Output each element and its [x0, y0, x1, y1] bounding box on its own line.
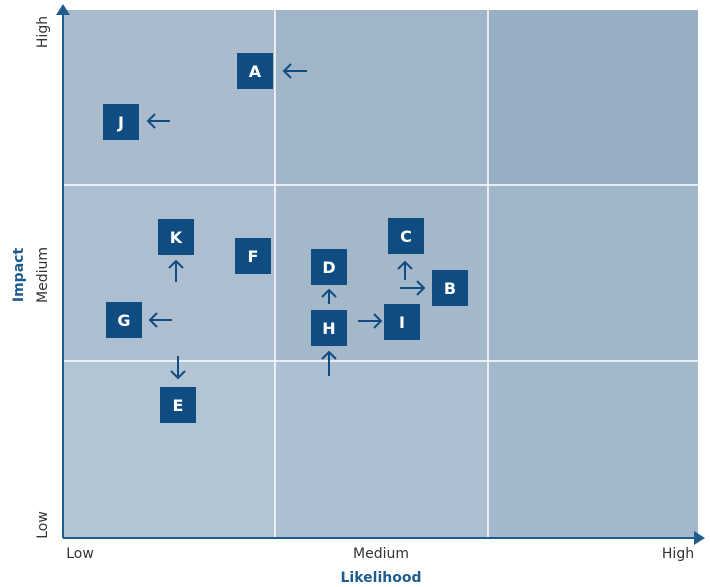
y-title: Impact: [11, 248, 27, 303]
node-box: [384, 304, 420, 340]
arrow-head: [694, 531, 705, 545]
x-title: Likelihood: [341, 570, 422, 586]
node-label: D: [322, 258, 335, 277]
y-level: Medium: [35, 247, 51, 303]
node-label: A: [249, 62, 262, 81]
cell: [63, 10, 275, 185]
cell: [488, 10, 698, 185]
node-label: C: [400, 227, 412, 246]
node-label: B: [444, 279, 456, 298]
arrow: [282, 63, 307, 79]
node-label: F: [248, 247, 259, 266]
node-box: [160, 387, 196, 423]
cell: [275, 361, 488, 538]
node-label: K: [170, 228, 183, 247]
node-label: I: [399, 313, 405, 332]
cell: [275, 10, 488, 185]
arrow-head: [56, 4, 70, 15]
node-box: [311, 249, 347, 285]
node-box: [158, 219, 194, 255]
arrow: [321, 288, 337, 304]
node-label: G: [117, 311, 130, 330]
node-box: [235, 238, 271, 274]
arrow: [321, 350, 337, 376]
arrow: [168, 259, 184, 282]
matrix-cells: [63, 10, 698, 538]
node-box: [311, 310, 347, 346]
node-box: [432, 270, 468, 306]
y-level: High: [35, 16, 51, 48]
y-level: Low: [35, 511, 51, 539]
nodes: A J K F G E D H C B I: [103, 53, 468, 423]
arrow: [400, 280, 426, 296]
arrow: [358, 313, 383, 329]
node-box: [103, 104, 139, 140]
x-level: High: [662, 546, 694, 562]
arrow: [397, 260, 413, 280]
node-label: J: [117, 113, 124, 132]
x-level: Low: [66, 546, 94, 562]
arrows: [146, 63, 426, 380]
arrow: [148, 312, 172, 328]
node-label: E: [173, 396, 184, 415]
x-level: Medium: [353, 546, 409, 562]
node-label: H: [322, 319, 335, 338]
arrow: [170, 356, 186, 380]
cell: [488, 361, 698, 538]
node-box: [388, 218, 424, 254]
cell: [488, 185, 698, 361]
axes: [56, 4, 705, 545]
node-box: [237, 53, 273, 89]
node-box: [106, 302, 142, 338]
arrow: [146, 113, 170, 129]
